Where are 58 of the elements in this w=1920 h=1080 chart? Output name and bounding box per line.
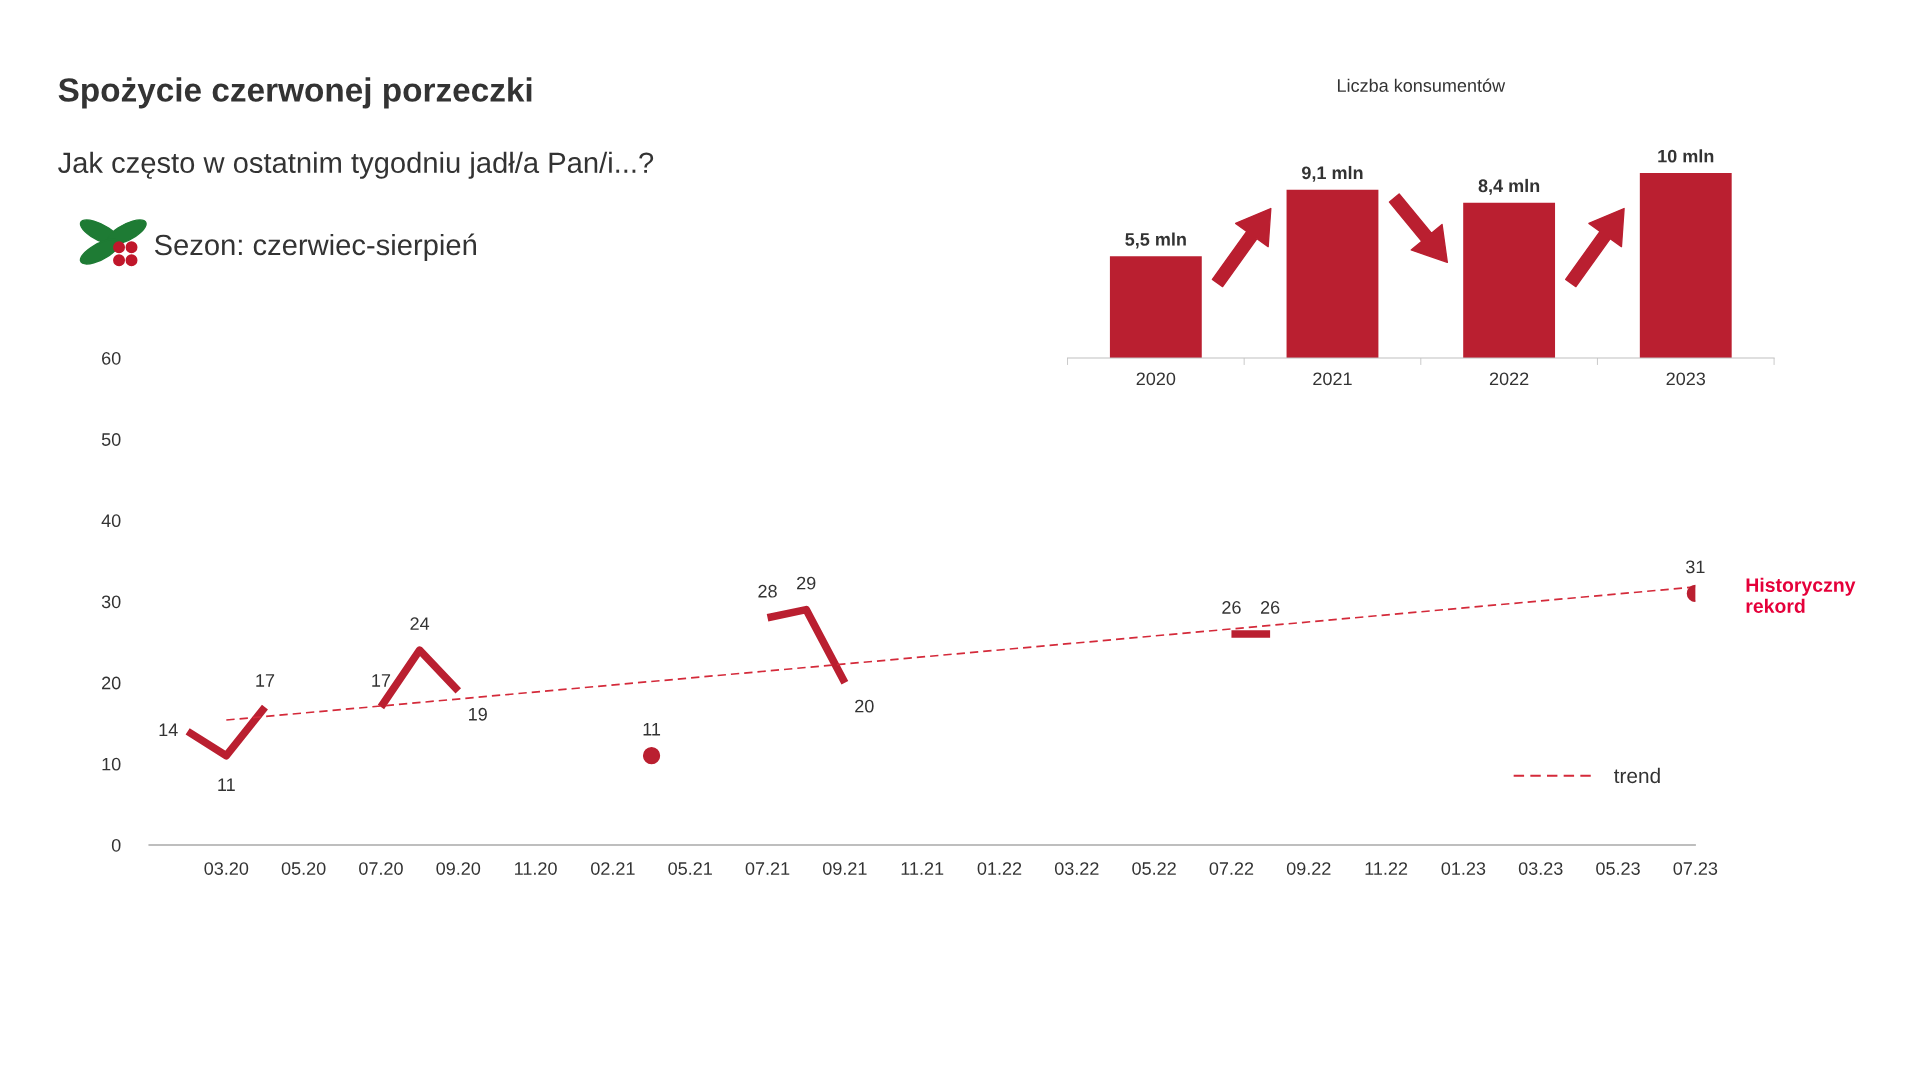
- x-tick-label: 05.23: [1596, 862, 1640, 875]
- data-label: 5,5 mln: [1125, 232, 1186, 249]
- chart-subtitle: Jak często w ostatnim tygodniu jadł/a Pan/i...?: [58, 151, 654, 179]
- text: Sezon: czerwiec-sierpień: [154, 233, 476, 262]
- x-tick-label: 02.21: [591, 862, 635, 875]
- data-label: 17: [372, 674, 391, 687]
- x-tick-label: 07.20: [359, 862, 403, 875]
- x-tick-label: 09.20: [436, 862, 481, 875]
- data-label: 31: [1686, 560, 1705, 574]
- x-tick-label: 2022: [1489, 372, 1529, 386]
- y-tick-label: 50: [101, 433, 121, 446]
- x-tick-label: 2023: [1666, 372, 1706, 386]
- data-label: 26: [1260, 601, 1280, 614]
- y-tick-label: 60: [102, 351, 121, 365]
- x-tick-label: 03.22: [1054, 862, 1099, 875]
- data-label: 14: [159, 723, 178, 737]
- x-tick-label: 2021: [1313, 372, 1352, 386]
- y-tick-label: 0: [111, 838, 121, 852]
- data-label: 8,4 mln: [1478, 178, 1540, 195]
- x-tick-label: 2020: [1136, 372, 1176, 386]
- x-tick-label: 03.20: [204, 862, 249, 875]
- x-tick-label: 11.22: [1365, 862, 1408, 875]
- legend-label: trend: [1613, 767, 1660, 784]
- x-tick-label: 11.21: [901, 862, 944, 875]
- data-label: 29: [797, 576, 816, 590]
- data-label: 26: [1222, 601, 1241, 614]
- data-label: 10 mln: [1658, 149, 1714, 163]
- data-label: 11: [643, 722, 661, 736]
- y-tick-label: 20: [102, 676, 121, 690]
- bar: [1463, 202, 1556, 359]
- data-label: 20: [855, 699, 874, 713]
- x-tick-label: 03.23: [1518, 862, 1563, 875]
- y-tick-label: 30: [101, 595, 121, 609]
- x-tick-label: 09.21: [822, 862, 867, 875]
- data-label: 9,1 mln: [1302, 165, 1363, 182]
- bar: [1109, 256, 1202, 359]
- data-label: 24: [410, 617, 430, 630]
- x-tick-label: 01.22: [977, 862, 1022, 875]
- text: Historyczny rekord: [1746, 577, 1856, 613]
- y-tick-label: 40: [101, 514, 121, 528]
- y-tick-label: 10: [102, 757, 121, 771]
- x-tick-label: 07.23: [1673, 862, 1718, 875]
- x-tick-label: 07.21: [745, 862, 790, 875]
- data-label: 28: [758, 584, 777, 598]
- x-tick-label: 11.20: [515, 862, 557, 875]
- chart-title: Liczba konsumentów: [1337, 78, 1506, 92]
- data-label: 11: [218, 778, 235, 791]
- bar: [1639, 173, 1732, 359]
- data-label: 17: [256, 674, 275, 687]
- x-tick-label: 05.20: [281, 862, 326, 875]
- x-tick-label: 05.22: [1132, 862, 1176, 875]
- bar: [1286, 189, 1379, 359]
- x-tick-label: 07.22: [1209, 862, 1254, 875]
- x-tick-label: 09.22: [1286, 862, 1331, 875]
- x-tick-label: 05.21: [668, 862, 712, 875]
- text: Spożycie czerwonej porzeczki: [58, 77, 532, 109]
- data-label: 19: [469, 707, 487, 721]
- x-tick-label: 01.23: [1441, 862, 1486, 875]
